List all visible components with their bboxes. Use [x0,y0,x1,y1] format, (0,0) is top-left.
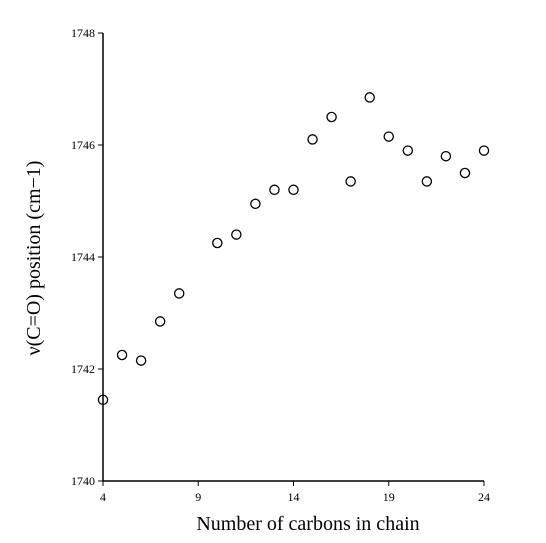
data-point [97,394,109,406]
y-tick-label: 1742 [71,362,95,376]
y-tick-label: 1748 [71,26,95,40]
data-point [459,167,471,179]
data-point [478,145,490,156]
x-tick-label: 9 [195,490,201,504]
data-point [364,92,375,103]
data-point [288,184,299,196]
x-axis-title: Number of carbons in chain [196,513,419,535]
data-point [173,288,185,299]
data-point [154,316,166,327]
y-tick-label: 1744 [71,250,95,264]
x-tick-label: 14 [288,490,300,504]
x-tick-label: 4 [100,490,106,504]
y-tick-label: 1746 [71,138,95,152]
data-point [383,131,394,142]
data-point [402,145,414,156]
y-axis-title: ν(C=O) position (cm−1) [23,161,45,356]
data-points [97,92,490,406]
data-point [250,198,261,210]
data-point [421,176,433,187]
data-point [307,134,318,145]
axes: 4 9 14 19 24 1740 1742 1744 1746 1748 [71,26,490,504]
data-point [231,229,242,240]
data-point [269,184,280,196]
x-tick-label: 24 [478,490,490,504]
data-point [440,150,452,162]
y-tick-label: 1740 [71,474,95,488]
data-point [116,349,128,361]
x-tick-label: 19 [383,490,395,504]
data-point [345,176,356,187]
data-point [212,237,223,249]
data-point [135,355,147,366]
data-point [326,111,337,123]
